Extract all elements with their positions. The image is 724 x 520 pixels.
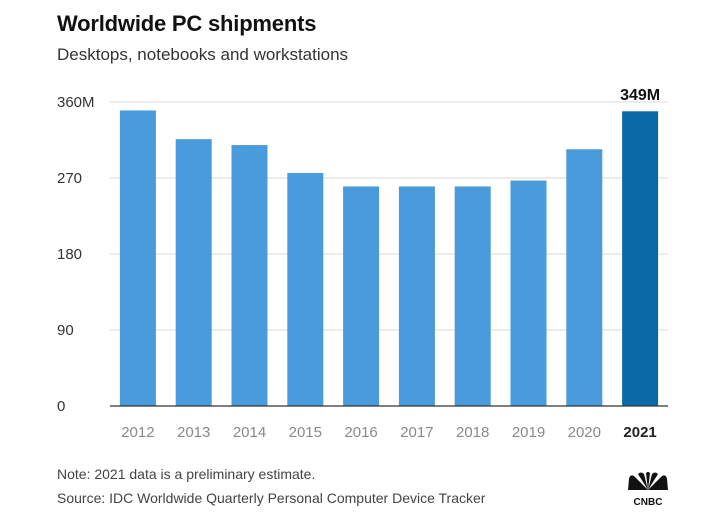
x-tick-label: 2016 <box>344 424 377 441</box>
x-tick-label: 2019 <box>512 424 545 441</box>
data-label: 349M <box>620 87 660 104</box>
bar-2014 <box>231 145 268 407</box>
footnote: Note: 2021 data is a preliminary estimat… <box>57 466 316 482</box>
bar-chart: 0 90 180 270 360M 2012 2013 2014 2015 2016 2017 201… <box>57 87 668 441</box>
y-tick-label: 0 <box>57 398 65 415</box>
x-tick-label: 2013 <box>177 424 210 441</box>
cnbc-peacock-logo: CNBC <box>628 472 668 508</box>
bar-2016 <box>343 186 380 406</box>
bar-2012 <box>119 110 156 406</box>
y-tick-label: 180 <box>57 246 82 263</box>
x-tick-label: 2018 <box>456 424 489 441</box>
x-tick-label: 2021 <box>623 424 656 441</box>
bar-2018 <box>454 186 491 406</box>
x-tick-label: 2014 <box>233 424 266 441</box>
source-note: Source: IDC Worldwide Quarterly Personal… <box>57 490 486 506</box>
y-tick-label: 90 <box>57 322 74 339</box>
bar-2013 <box>175 139 212 406</box>
y-tick-label: 360M <box>57 94 95 111</box>
y-tick-label: 270 <box>57 170 82 187</box>
chart-subtitle: Desktops, notebooks and workstations <box>57 45 349 64</box>
bar-2015 <box>287 172 324 406</box>
logo-wordmark: CNBC <box>634 497 663 508</box>
x-tick-label: 2017 <box>400 424 433 441</box>
bar-2020 <box>566 149 603 407</box>
chart-title: Worldwide PC shipments <box>57 11 317 36</box>
x-tick-label: 2020 <box>568 424 601 441</box>
x-tick-label: 2015 <box>289 424 322 441</box>
bar-2019 <box>510 180 547 406</box>
bar-2021 <box>622 111 659 407</box>
x-tick-label: 2012 <box>121 424 154 441</box>
bar-2017 <box>398 186 435 406</box>
